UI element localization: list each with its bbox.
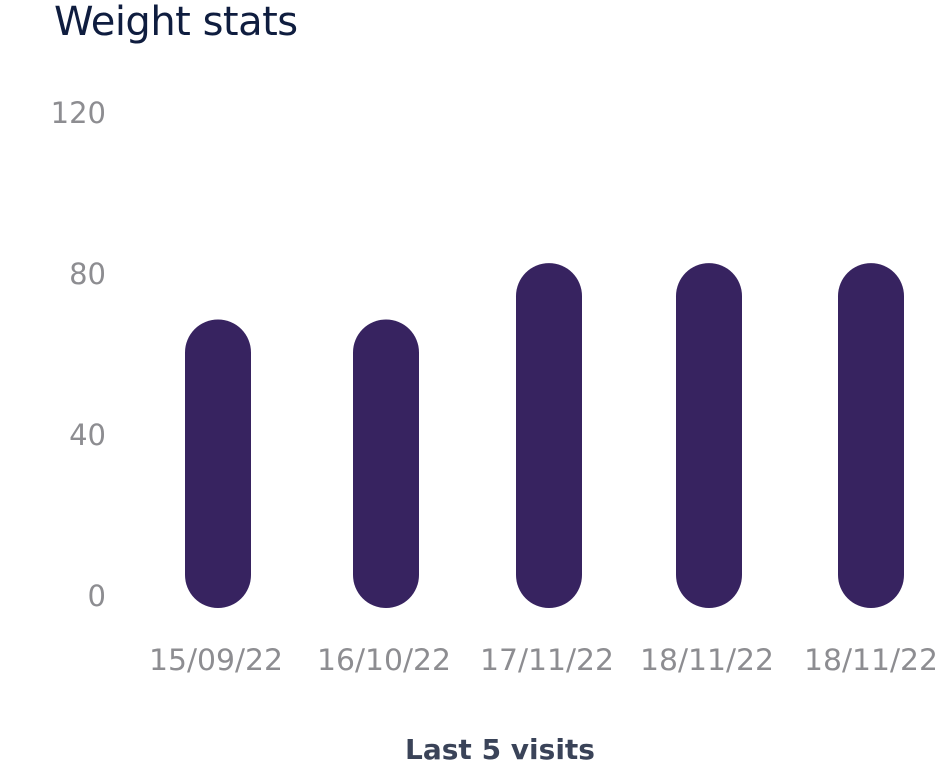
x-tick-label: 17/11/22 <box>480 643 614 677</box>
x-tick-label: 18/11/22 <box>804 643 938 677</box>
y-tick-label: 40 <box>69 418 106 452</box>
x-tick-label: 15/09/22 <box>149 643 283 677</box>
bar[interactable] <box>838 263 904 608</box>
x-axis-title: Last 5 visits <box>405 733 595 766</box>
bars-group <box>185 263 904 608</box>
y-tick-label: 80 <box>69 257 106 291</box>
y-axis-ticks: 0 40 80 120 <box>51 96 106 613</box>
bar[interactable] <box>676 263 742 608</box>
x-axis-ticks: 15/09/22 16/10/22 17/11/22 18/11/22 18/11/22 <box>149 643 938 677</box>
bar[interactable] <box>353 319 419 608</box>
bar[interactable] <box>516 263 582 608</box>
y-tick-label: 120 <box>51 96 106 130</box>
y-tick-label: 0 <box>88 579 106 613</box>
chart-title: Weight stats <box>54 0 298 45</box>
x-tick-label: 16/10/22 <box>317 643 451 677</box>
x-tick-label: 18/11/22 <box>640 643 774 677</box>
bar[interactable] <box>185 319 251 608</box>
